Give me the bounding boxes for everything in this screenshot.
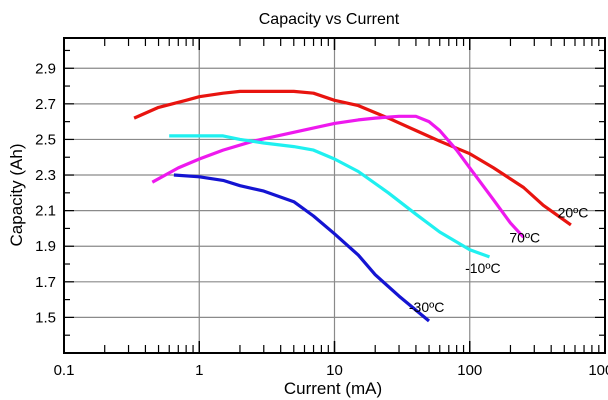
- series-label: 70ºC: [509, 230, 540, 246]
- x-axis-title: Current (mA): [284, 379, 382, 398]
- series-line-1: [151, 114, 525, 239]
- x-tick-labels: 0.1 1 10 100 1000: [54, 362, 608, 379]
- grid-lines: [64, 38, 605, 353]
- x-tick-label: 10: [326, 362, 343, 379]
- y-tick-label: 1.9: [35, 238, 56, 255]
- y-tick-label: 2.9: [35, 60, 56, 77]
- series-label: 20ºC: [558, 205, 589, 221]
- series-layer: [133, 89, 572, 323]
- y-tick-labels: 1.5 1.7 1.9 2.1 2.3 2.5 2.7 2.9: [35, 60, 56, 326]
- y-tick-label: 1.5: [35, 309, 56, 326]
- series-labels: 20ºC 70ºC -10ºC -30ºC: [409, 205, 588, 315]
- series-line-2: [169, 134, 491, 259]
- series-label: -10ºC: [465, 260, 500, 276]
- y-axis-title: Capacity (Ah): [7, 144, 26, 247]
- x-tick-label: 1: [195, 362, 203, 379]
- x-tick-label: 0.1: [54, 362, 75, 379]
- series-label: -30ºC: [409, 299, 444, 315]
- series-line-0: [133, 89, 572, 227]
- chart-title: Capacity vs Current: [259, 11, 400, 28]
- y-tick-label: 2.3: [35, 167, 56, 184]
- y-tick-label: 2.1: [35, 203, 56, 220]
- y-tick-label: 2.5: [35, 131, 56, 148]
- x-tick-label: 1000: [588, 362, 608, 379]
- y-tick-label: 1.7: [35, 274, 56, 291]
- plot-frame: [63, 37, 606, 354]
- x-tick-label: 100: [457, 362, 482, 379]
- y-tick-label: 2.7: [35, 96, 56, 113]
- series-line-3: [173, 173, 431, 323]
